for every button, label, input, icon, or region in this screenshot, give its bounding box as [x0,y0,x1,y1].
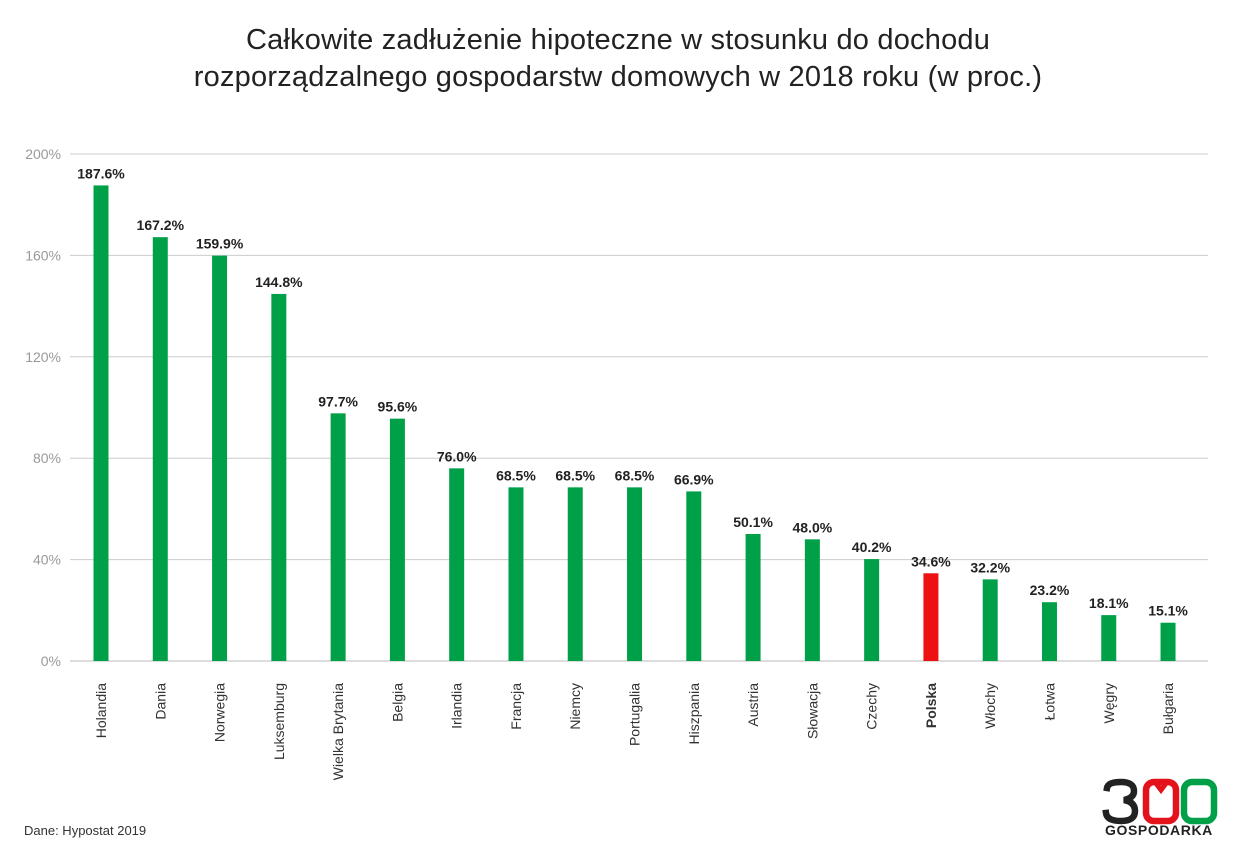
value-labels: 187.6% 167.2% 159.9% 144.8% 97.7% 95.6% 76.0% 6… [77,165,1188,618]
bar [152,237,168,661]
y-tick-label: 40% [33,552,61,568]
value-label: 34.6% [911,553,951,569]
value-label: 144.8% [255,274,303,290]
bar [389,418,405,661]
value-label: 15.1% [1148,603,1188,619]
bar [330,413,346,661]
value-label: 167.2% [137,217,185,233]
chart-title: Całkowite zadłużenie hipoteczne w stosun… [0,22,1236,96]
y-tick-label: 160% [25,247,61,263]
x-tick-label: Hiszpania [686,683,702,745]
bar [923,573,939,661]
x-axis-ticks: Holandia Dania Norwegia Luksemburg Wielka Br… [93,683,1176,780]
bar [982,579,998,661]
bar [864,559,880,661]
bar [449,468,465,661]
bar [1101,615,1117,661]
value-label: 50.1% [733,514,773,530]
x-tick-label: Belgia [389,683,405,722]
x-tick-label: Austria [745,683,761,727]
bar [804,539,820,661]
y-tick-label: 120% [25,349,61,365]
value-label: 187.6% [77,165,125,181]
y-tick-label: 0% [41,653,61,669]
x-tick-label: Wielka Brytania [330,683,346,780]
x-tick-label: Czechy [864,683,880,730]
x-tick-label: Słowacja [804,683,820,739]
x-tick-label: Luksemburg [271,683,287,760]
chart-title-line-2: rozporządzalnego gospodarstw domowych w … [193,61,1043,93]
x-tick-label: Niemcy [567,683,583,730]
bar [508,487,524,661]
bar [1041,602,1057,661]
x-tick-label: Irlandia [449,683,465,729]
bar [93,185,109,661]
x-tick-label: Włochy [982,683,998,729]
x-tick-label: Norwegia [212,683,228,742]
value-label: 18.1% [1089,595,1129,611]
value-label: 32.2% [970,559,1010,575]
value-label: 68.5% [555,467,595,483]
value-label: 48.0% [793,519,833,535]
x-tick-label: Portugalia [627,683,643,746]
x-tick-label: Węgry [1101,683,1117,723]
logo-wordmark: GOSPODARKA [1105,822,1213,838]
value-label: 97.7% [318,393,358,409]
x-tick-label: Francja [508,683,524,730]
value-label: 40.2% [852,539,892,555]
value-label: 68.5% [496,467,536,483]
value-label: 66.9% [674,471,714,487]
value-label: 159.9% [196,236,244,252]
source-note: Dane: Hypostat 2019 [24,823,147,838]
bars [93,185,1176,661]
x-tick-label: Holandia [93,683,109,738]
x-tick-label: Polska [923,683,939,728]
bar [686,491,702,661]
value-label: 68.5% [615,467,655,483]
y-axis-ticks: 0% 40% 80% 120% 160% 200% [25,146,61,669]
bar [745,533,761,661]
value-label: 76.0% [437,448,477,464]
y-tick-label: 200% [25,146,61,162]
y-tick-label: 80% [33,450,61,466]
bar [271,293,287,661]
bar [567,487,583,661]
x-tick-label: Bułgaria [1160,683,1176,735]
x-tick-label: Łotwa [1041,683,1057,721]
bar [1160,622,1176,661]
chart-title-line-1: Całkowite zadłużenie hipoteczne w stosun… [245,24,991,56]
bar [627,487,643,661]
x-tick-label: Dania [152,683,168,720]
value-label: 95.6% [378,399,418,415]
value-label: 23.2% [1030,582,1070,598]
bar [212,255,228,661]
logo-300-icon [1102,778,1218,825]
